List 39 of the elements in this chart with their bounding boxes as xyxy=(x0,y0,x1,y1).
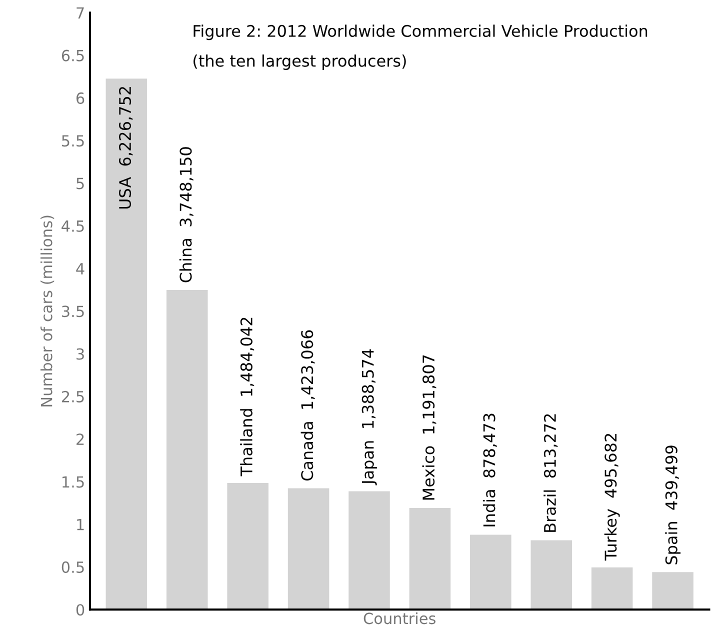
x-tick-label: Turkey 495,682 xyxy=(604,434,620,561)
y-tick-label: 4.5 xyxy=(62,220,84,232)
x-tick-label: India 878,473 xyxy=(482,414,497,526)
x-tick-label: Mexico 1,191,807 xyxy=(422,355,436,500)
bar xyxy=(470,534,512,610)
x-tick-label: Thailand 1,484,042 xyxy=(240,318,254,476)
x-tick-label: Spain 439,499 xyxy=(665,446,681,564)
y-tick-label: 5 xyxy=(76,178,84,190)
y-tick-label: 6 xyxy=(76,92,84,104)
y-tick-label: 3 xyxy=(76,348,84,360)
y-tick-label: 4 xyxy=(76,263,84,274)
bar xyxy=(652,572,694,610)
x-axis-title: Countries xyxy=(364,612,436,624)
text: (the ten largest producers) xyxy=(194,54,406,70)
y-axis-title: Number of cars (millions) xyxy=(40,216,54,406)
y-tick-label: 6.5 xyxy=(62,50,84,62)
y-tick-label: 5.5 xyxy=(62,135,84,147)
x-tick-label: China 3,748,150 xyxy=(179,147,194,282)
x-tick-label: Japan 1,388,574 xyxy=(362,349,377,486)
bar xyxy=(409,508,451,610)
y-tick-label: 2 xyxy=(76,434,84,445)
bar xyxy=(530,540,572,610)
y-tick-label: 0.5 xyxy=(62,561,84,573)
x-tick-label: Brazil 813,272 xyxy=(544,414,558,532)
bar xyxy=(166,290,208,610)
bar xyxy=(288,488,330,610)
text: Figure 2: 2012 Worldwide Commercial Vehicle Production xyxy=(194,24,648,40)
y-tick-label: 1 xyxy=(77,518,84,530)
y-tick-label: 0 xyxy=(76,604,84,616)
y-tick-label: 1.5 xyxy=(62,476,84,488)
bar xyxy=(591,567,633,610)
bar xyxy=(227,483,268,610)
y-tick-label: 2.5 xyxy=(62,390,84,402)
bar xyxy=(348,491,390,610)
y-tick-label: 3.5 xyxy=(62,306,84,318)
y-tick-label: 7 xyxy=(76,7,84,19)
bar xyxy=(106,78,148,610)
x-tick-label: Canada 1,423,066 xyxy=(300,330,315,481)
x-tick-label: USA 6,226,752 xyxy=(118,87,133,209)
